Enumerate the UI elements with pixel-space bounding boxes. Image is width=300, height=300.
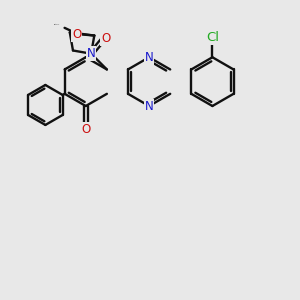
Text: N: N	[87, 47, 95, 60]
Text: N: N	[145, 100, 154, 112]
Text: O: O	[101, 32, 111, 45]
Text: methoxy: methoxy	[54, 24, 60, 26]
Text: Cl: Cl	[206, 31, 219, 44]
Text: O: O	[81, 123, 90, 136]
Text: O: O	[72, 28, 81, 40]
Text: N: N	[145, 51, 154, 64]
